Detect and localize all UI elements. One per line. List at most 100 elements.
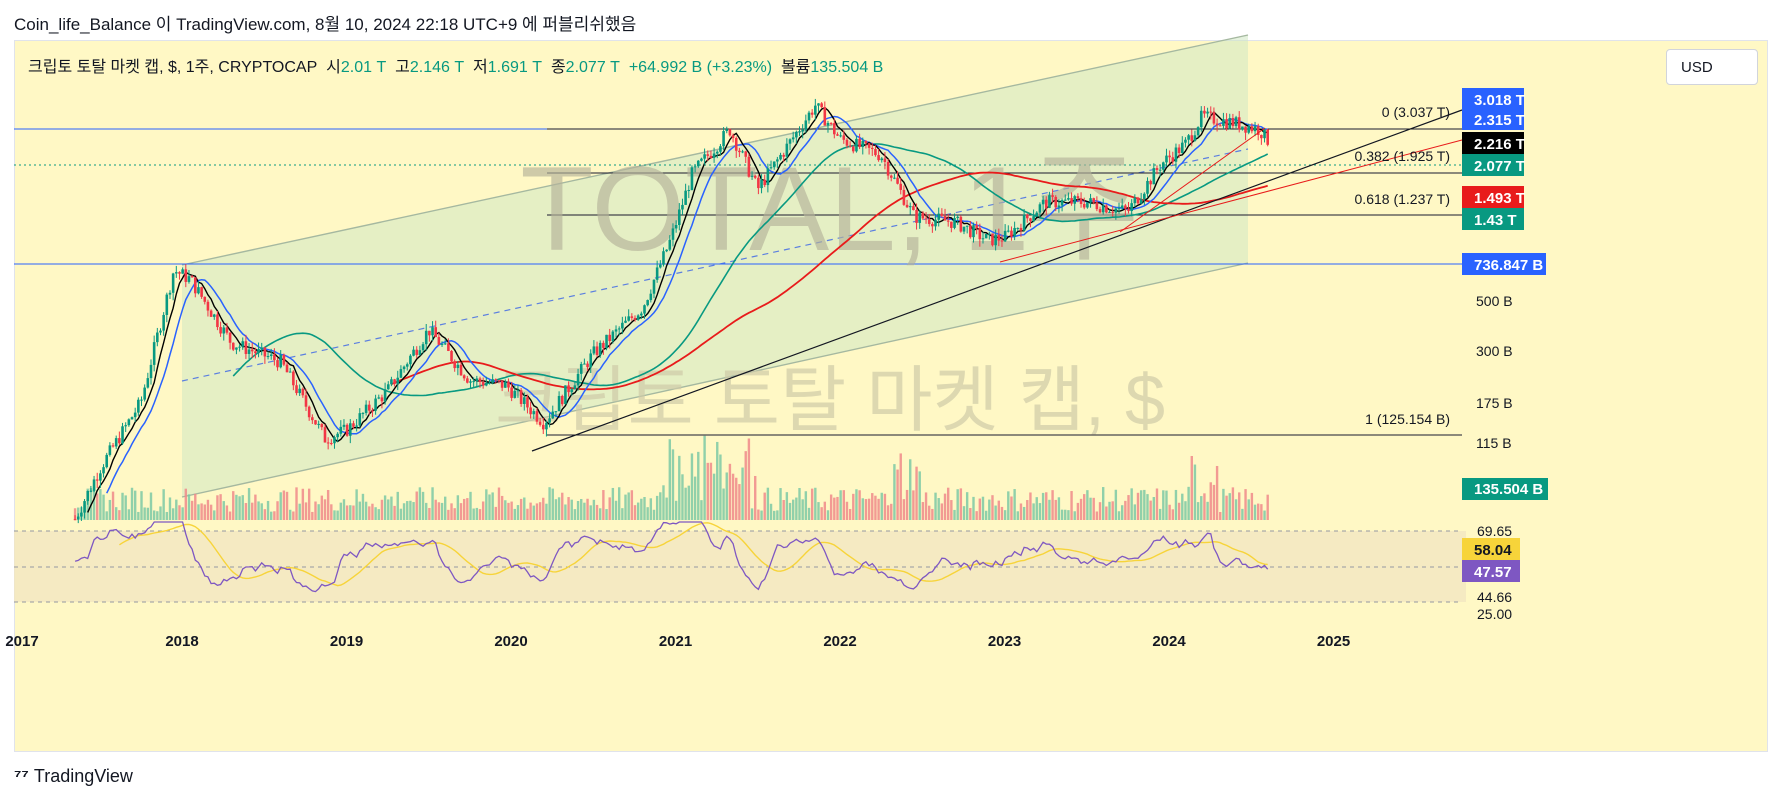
volume-bar <box>504 500 507 520</box>
candle-body <box>1206 111 1209 114</box>
volume-bar <box>374 507 377 520</box>
candle-body <box>209 310 213 317</box>
candle-body <box>1117 208 1121 210</box>
candle-body <box>981 238 985 240</box>
candle-body <box>1060 200 1064 206</box>
volume-bar <box>396 491 399 520</box>
volume-bar <box>934 492 937 520</box>
candle-body <box>345 424 349 436</box>
volume-bar <box>798 488 801 520</box>
volume-bar <box>988 499 991 520</box>
volume-bar <box>769 503 773 520</box>
candle-body <box>301 388 305 396</box>
volume-bar <box>440 502 444 520</box>
x-tick-label: 2024 <box>1152 633 1186 650</box>
candle-body <box>285 364 289 373</box>
volume-bar <box>1225 495 1228 520</box>
volume-bar <box>697 451 700 520</box>
volume-bar <box>984 510 988 520</box>
candle-body <box>1139 199 1143 204</box>
candle-body <box>640 313 643 316</box>
candle-body <box>570 389 574 393</box>
currency-button[interactable]: USD <box>1666 49 1758 85</box>
candle-body <box>377 397 381 399</box>
volume-bar <box>1168 504 1171 520</box>
volume-bar <box>621 508 624 520</box>
candle-body <box>361 413 365 415</box>
volume-bar <box>576 500 580 520</box>
volume-bar <box>494 506 498 520</box>
volume-bar <box>118 510 121 520</box>
candle-body <box>1234 117 1238 127</box>
candle-body <box>1196 127 1200 136</box>
volume-bar <box>943 493 947 520</box>
candle-body <box>175 272 178 274</box>
volume-bar <box>415 491 418 520</box>
candle-body <box>314 420 317 425</box>
candle-body <box>367 404 371 411</box>
volume-bar <box>1105 506 1108 520</box>
price-badge <box>1462 186 1524 208</box>
candle-body <box>696 160 700 167</box>
rsi-badge-label: 47.57 <box>1474 564 1512 581</box>
volume-bar <box>738 484 741 520</box>
volume-bar <box>937 498 940 520</box>
volume-bar <box>567 497 570 520</box>
volume-badge-label: 135.504 B <box>1474 481 1543 498</box>
candle-body <box>1231 118 1235 127</box>
brand-name: TradingView <box>33 766 133 786</box>
candle-body <box>1108 211 1111 213</box>
volume-bar <box>921 502 925 520</box>
candle-body <box>1218 125 1222 127</box>
candle-body <box>902 189 906 205</box>
volume-bar <box>788 502 792 520</box>
candle-body <box>466 378 469 383</box>
candle-body <box>1016 227 1020 229</box>
candle-body <box>206 301 210 311</box>
candle-body <box>333 437 336 444</box>
candle-body <box>244 341 248 354</box>
candle-body <box>130 417 134 420</box>
candle-body <box>1133 197 1137 204</box>
volume-bar <box>599 508 602 520</box>
volume-bar <box>171 508 175 520</box>
volume-bar <box>1022 506 1026 520</box>
candle-body <box>241 341 245 347</box>
candle-body <box>494 379 498 381</box>
low-value: 1.691 T <box>487 59 543 76</box>
candle-body <box>918 212 922 223</box>
candle-body <box>551 411 555 419</box>
candle-body <box>943 215 947 221</box>
price-badge-label: 1.493 T <box>1474 190 1525 207</box>
x-tick-label: 2017 <box>5 633 38 650</box>
volume-bar <box>820 507 823 520</box>
change-value: +64.992 B (+3.23%) <box>628 59 773 76</box>
volume-bar <box>1206 501 1209 520</box>
candle-body <box>1225 119 1228 129</box>
candle-body <box>475 378 479 382</box>
volume-bar <box>678 455 681 520</box>
volume-bar <box>1032 503 1035 520</box>
price-badge <box>1462 154 1524 176</box>
volume-bar <box>254 494 257 520</box>
ma-slow-line <box>391 171 1268 391</box>
candle-body <box>1032 216 1035 222</box>
candle-body <box>643 305 646 314</box>
volume-bar <box>545 503 548 520</box>
tradingview-logo[interactable]: ⁷⁷ TradingView <box>14 766 133 787</box>
volume-bar <box>516 505 520 520</box>
candlesticks <box>73 98 1269 524</box>
volume-bar <box>779 488 782 520</box>
candle-body <box>886 161 890 176</box>
volume-bar <box>406 501 409 520</box>
candle-body <box>801 129 804 132</box>
candle-body <box>1187 135 1190 140</box>
candle-body <box>681 204 684 210</box>
candle-body <box>953 218 956 228</box>
channel-bottom <box>181 262 1249 498</box>
candle-body <box>1063 199 1067 201</box>
volume-bar <box>608 497 611 520</box>
rsi-axis-label: 44.66 <box>1477 589 1512 605</box>
candle-body <box>791 137 795 140</box>
